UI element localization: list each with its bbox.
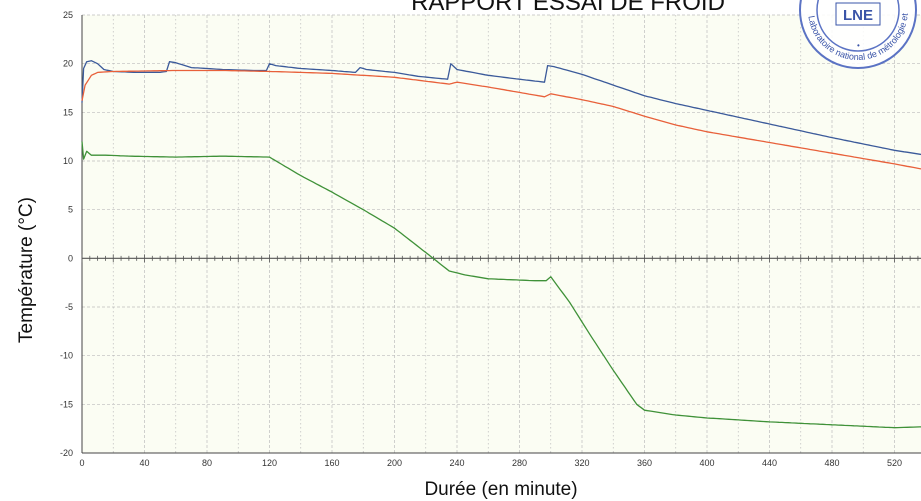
plot-area <box>82 15 921 453</box>
x-axis-title: Durée (en minute) <box>424 479 577 500</box>
y-tick-labels: 25 20 15 10 5 0 -5 -10 -15 -20 <box>60 10 73 458</box>
x-tick-labels: 0 40 80 120 160 200 240 280 320 360 400 440 480 520 <box>79 458 902 468</box>
y-tick-label: -20 <box>60 448 73 458</box>
stamp-inner-ring <box>816 0 900 52</box>
x-tick-label: 440 <box>762 458 777 468</box>
stamp-logo: LNE <box>843 7 873 24</box>
zero-line <box>81 254 921 263</box>
y-tick-label: -15 <box>60 399 73 409</box>
y-tick-label: 10 <box>63 156 73 166</box>
stamp-outer-ring <box>799 0 917 69</box>
series-line-1 <box>81 60 921 156</box>
x-tick-label: 120 <box>262 458 277 468</box>
chart-title: RAPPORT ESSAI DE FROID <box>411 0 725 16</box>
y-axis-title: Température (°C) <box>16 197 37 343</box>
x-tick-label: 520 <box>887 458 902 468</box>
x-tick-label: 40 <box>139 458 149 468</box>
series-line-2 <box>81 69 921 170</box>
y-tick-label: 25 <box>63 10 73 20</box>
y-tick-label: 0 <box>68 253 73 263</box>
y-tick-label: -5 <box>65 302 73 312</box>
y-tick-label: -10 <box>60 351 73 361</box>
y-tick-label: 5 <box>68 205 73 215</box>
x-tick-label: 280 <box>512 458 527 468</box>
stamp-dot: • <box>857 41 860 50</box>
series-line-3 <box>81 141 921 429</box>
x-tick-label: 0 <box>79 458 84 468</box>
x-tick-label: 480 <box>824 458 839 468</box>
x-tick-label: 360 <box>637 458 652 468</box>
y-tick-label: 15 <box>63 107 73 117</box>
stamp-logo-box <box>835 2 881 26</box>
grid <box>81 14 921 454</box>
x-tick-label: 160 <box>324 458 339 468</box>
x-tick-label: 80 <box>202 458 212 468</box>
x-tick-label: 400 <box>699 458 714 468</box>
series-layer <box>81 60 921 429</box>
x-tick-label: 240 <box>449 458 464 468</box>
x-tick-label: 200 <box>387 458 402 468</box>
y-tick-label: 20 <box>63 59 73 69</box>
x-tick-label: 320 <box>574 458 589 468</box>
